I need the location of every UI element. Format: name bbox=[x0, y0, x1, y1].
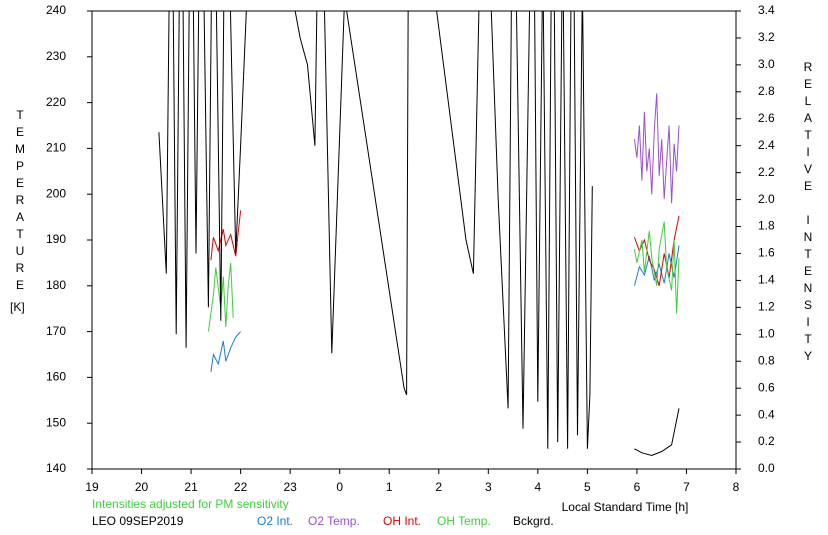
x-tick-label: 0 bbox=[336, 480, 343, 494]
y2-tick-label: 1.4 bbox=[758, 273, 775, 287]
plot-area bbox=[158, 11, 680, 457]
y-axis-unit: [K] bbox=[10, 300, 25, 314]
y2-tick-label: 0.8 bbox=[758, 353, 775, 367]
y2-tick-label: 2.2 bbox=[758, 165, 775, 179]
y2-tick-label: 1.2 bbox=[758, 300, 775, 314]
x-axis-label: Local Standard Time [h] bbox=[562, 500, 689, 514]
y2-tick-label: 0.0 bbox=[758, 461, 775, 475]
x-tick-label: 23 bbox=[283, 480, 297, 494]
y2-tick-label: 1.8 bbox=[758, 219, 775, 233]
x-tick-label: 8 bbox=[733, 480, 740, 494]
x-tick-label: 22 bbox=[234, 480, 248, 494]
y-tick-label: 240 bbox=[46, 3, 66, 17]
x-tick-label: 19 bbox=[85, 480, 99, 494]
series-line bbox=[633, 93, 680, 204]
y2-tick-label: 2.6 bbox=[758, 111, 775, 125]
y2-tick-label: 0.6 bbox=[758, 380, 775, 394]
legend-entry: O2 Temp. bbox=[308, 514, 360, 528]
legend-entry: OH Int. bbox=[383, 514, 421, 528]
x-tick-label: 7 bbox=[683, 480, 690, 494]
y-tick-label: 180 bbox=[46, 278, 66, 292]
y2-tick-label: 1.0 bbox=[758, 326, 775, 340]
y2-axis-label: RELATIVE INTENSITY bbox=[801, 60, 815, 366]
y2-tick-label: 3.0 bbox=[758, 57, 775, 71]
y2-tick-label: 0.4 bbox=[758, 407, 775, 421]
y-tick-label: 150 bbox=[46, 415, 66, 429]
x-tick-label: 4 bbox=[535, 480, 542, 494]
station-label: LEO 09SEP2019 bbox=[92, 514, 184, 528]
legend-entry: OH Temp. bbox=[437, 514, 491, 528]
y2-tick-label: 1.6 bbox=[758, 246, 775, 260]
legend-entry: O2 Int. bbox=[257, 514, 293, 528]
y-tick-label: 210 bbox=[46, 141, 66, 155]
x-tick-label: 6 bbox=[634, 480, 641, 494]
series-line bbox=[158, 11, 680, 457]
x-tick-label: 21 bbox=[184, 480, 198, 494]
series-line bbox=[210, 210, 680, 286]
y2-tick-label: 3.4 bbox=[758, 3, 775, 17]
y2-tick-label: 2.0 bbox=[758, 192, 775, 206]
y2-tick-label: 2.4 bbox=[758, 138, 775, 152]
y-tick-label: 140 bbox=[46, 461, 66, 475]
y2-tick-label: 2.8 bbox=[758, 84, 775, 98]
y-tick-label: 160 bbox=[46, 370, 66, 384]
y-axis-label: TEMPERATURE bbox=[13, 108, 27, 295]
y2-tick-label: 3.2 bbox=[758, 30, 775, 44]
y-tick-label: 230 bbox=[46, 49, 66, 63]
y-tick-label: 200 bbox=[46, 186, 66, 200]
y-tick-label: 190 bbox=[46, 232, 66, 246]
y-tick-label: 170 bbox=[46, 324, 66, 338]
x-tick-label: 2 bbox=[435, 480, 442, 494]
annotation: Intensities adjusted for PM sensitivity bbox=[92, 497, 289, 511]
x-tick-label: 20 bbox=[135, 480, 149, 494]
legend-entry: Bckgrd. bbox=[513, 514, 554, 528]
series-line bbox=[210, 245, 680, 373]
x-tick-label: 1 bbox=[386, 480, 393, 494]
y-tick-label: 220 bbox=[46, 95, 66, 109]
x-tick-label: 5 bbox=[584, 480, 591, 494]
x-tick-label: 3 bbox=[485, 480, 492, 494]
y2-tick-label: 0.2 bbox=[758, 434, 775, 448]
series-line bbox=[207, 221, 680, 332]
